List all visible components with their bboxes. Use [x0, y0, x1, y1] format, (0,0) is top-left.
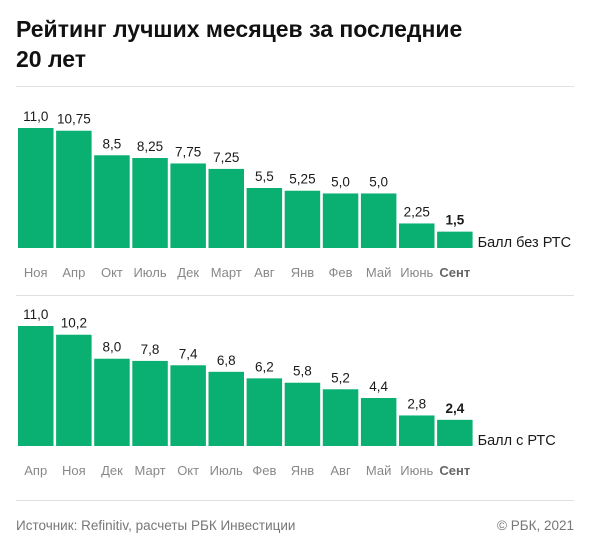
x-tick-label: Ноя	[24, 265, 48, 280]
data-label: 10,2	[61, 316, 87, 331]
bar	[170, 163, 206, 248]
data-label: 6,2	[255, 359, 274, 374]
x-tick-label: Апр	[24, 463, 47, 478]
x-tick-label: Март	[211, 265, 242, 280]
x-tick-label: Янв	[291, 463, 315, 478]
data-label: 10,75	[57, 112, 91, 127]
chart-with-rts: 11,0 Апр 10,2 Ноя 8,0 Дек 7,8 Март 7,4 Окт 6,8 Июль…	[0, 306, 590, 486]
bar	[437, 231, 473, 248]
data-label: 5,25	[289, 172, 315, 187]
x-tick-label: Фев	[252, 463, 276, 478]
data-label: 7,25	[213, 150, 239, 165]
data-label: 7,8	[141, 342, 160, 357]
bar	[437, 419, 473, 446]
bar	[322, 389, 359, 446]
x-tick-label: Май	[366, 265, 391, 280]
chart-without-rts: 11,0 Ноя 10,75 Апр 8,5 Окт 8,25 Июль 7,75 Дек 7,25…	[0, 108, 590, 288]
x-tick-label: Сент	[439, 265, 470, 280]
x-tick-label: Авг	[330, 463, 351, 478]
data-label: 5,8	[293, 364, 312, 379]
bar-chart-with-rts: 11,0 Апр 10,2 Ноя 8,0 Дек 7,8 Март 7,4 Окт 6,8 Июль…	[18, 307, 556, 478]
x-tick-label: Сент	[439, 463, 470, 478]
data-label: 1,5	[445, 213, 464, 228]
data-label: 6,8	[217, 353, 236, 368]
bar	[56, 130, 92, 248]
data-label: 11,0	[23, 109, 48, 124]
data-label: 8,0	[103, 340, 122, 355]
bar	[246, 378, 283, 446]
bar	[360, 193, 397, 248]
x-tick-label: Март	[134, 463, 165, 478]
data-label: 4,4	[369, 379, 388, 394]
x-tick-label: Окт	[177, 463, 199, 478]
data-label: 2,4	[445, 401, 464, 416]
bar	[208, 371, 244, 446]
bar	[132, 360, 168, 446]
bar	[399, 415, 435, 446]
x-tick-label: Окт	[101, 265, 123, 280]
data-label: 8,5	[103, 136, 122, 151]
copyright-note: © РБК, 2021	[497, 518, 574, 533]
data-label: 5,5	[255, 169, 274, 184]
data-label: 5,0	[369, 174, 388, 189]
top-divider	[16, 86, 574, 87]
bar	[284, 190, 321, 248]
middle-divider	[16, 295, 574, 296]
bar	[360, 398, 397, 446]
bar	[18, 326, 54, 446]
x-tick-label: Май	[366, 463, 391, 478]
bar	[94, 358, 130, 446]
data-label: 2,25	[404, 204, 430, 219]
bar	[208, 168, 244, 248]
x-tick-label: Дек	[177, 265, 199, 280]
bar	[94, 155, 130, 248]
bar	[56, 334, 92, 446]
x-tick-label: Июнь	[400, 265, 433, 280]
bar	[322, 193, 359, 248]
series-label: Балл с РТС	[478, 433, 556, 449]
x-tick-label: Июнь	[400, 463, 433, 478]
data-label: 7,4	[179, 346, 198, 361]
x-tick-label: Ноя	[62, 463, 86, 478]
x-tick-label: Фев	[329, 265, 353, 280]
bar-chart-without-rts: 11,0 Ноя 10,75 Апр 8,5 Окт 8,25 Июль 7,75 Дек 7,25…	[18, 109, 571, 280]
x-tick-label: Июль	[133, 265, 166, 280]
chart-title: Рейтинг лучших месяцев за последние 20 л…	[16, 16, 463, 72]
x-tick-label: Авг	[254, 265, 275, 280]
x-tick-label: Янв	[291, 265, 315, 280]
x-tick-label: Июль	[210, 463, 243, 478]
x-tick-label: Дек	[101, 463, 123, 478]
data-label: 5,0	[331, 174, 350, 189]
data-label: 2,8	[407, 396, 426, 411]
x-tick-label: Апр	[62, 265, 85, 280]
data-label: 5,2	[331, 370, 350, 385]
bar	[284, 382, 321, 446]
series-label: Балл без РТС	[478, 235, 571, 251]
bar	[132, 158, 168, 248]
bar	[170, 365, 206, 446]
data-label: 8,25	[137, 139, 163, 154]
data-label: 7,75	[175, 144, 201, 159]
bar	[399, 223, 435, 248]
bar	[246, 188, 283, 248]
source-note: Источник: Refinitiv, расчеты РБК Инвести…	[16, 518, 296, 533]
bottom-divider	[16, 500, 574, 501]
data-label: 11,0	[23, 307, 48, 322]
bar	[18, 128, 54, 248]
